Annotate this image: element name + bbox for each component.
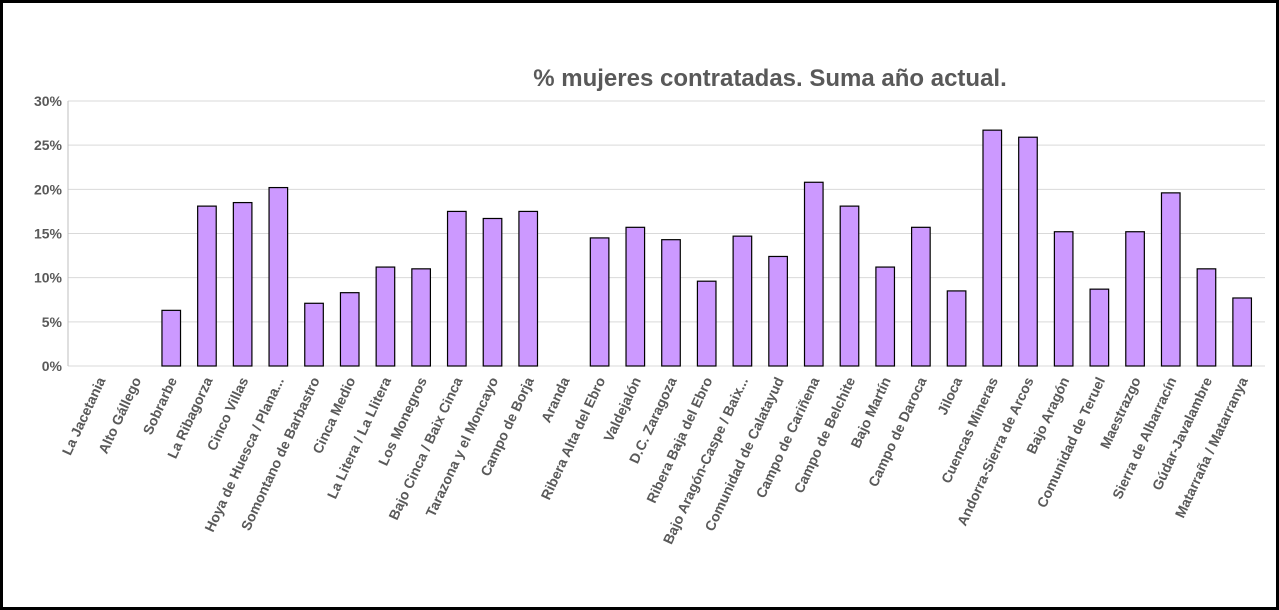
bar xyxy=(411,268,432,367)
bar xyxy=(304,302,324,367)
bar xyxy=(1125,231,1145,367)
bar xyxy=(1089,288,1110,367)
bar xyxy=(768,255,788,367)
bar xyxy=(910,226,931,367)
bar xyxy=(946,290,967,367)
y-tick-label: 5% xyxy=(42,314,63,330)
bar xyxy=(197,205,217,367)
y-tick-label: 30% xyxy=(34,93,63,109)
bar xyxy=(518,210,539,367)
bar xyxy=(1232,297,1253,367)
y-tick-label: 20% xyxy=(34,181,63,197)
y-tick-label: 0% xyxy=(42,358,63,374)
bar xyxy=(696,280,717,367)
bar xyxy=(1160,192,1181,367)
bar xyxy=(803,181,824,367)
bar xyxy=(446,210,467,367)
bar xyxy=(375,266,396,367)
bar xyxy=(732,235,753,367)
bar xyxy=(1196,268,1217,367)
bar xyxy=(661,239,681,367)
y-tick-label: 10% xyxy=(34,270,63,286)
bar xyxy=(339,292,360,367)
bar xyxy=(875,266,896,367)
chart-title: % mujeres contratadas. Suma año actual. xyxy=(533,65,1007,92)
bar xyxy=(839,205,860,367)
bar xyxy=(268,186,289,367)
y-tick-label: 25% xyxy=(34,137,63,153)
bar xyxy=(1018,136,1038,367)
bar xyxy=(982,129,1003,367)
bar xyxy=(161,309,182,367)
bar xyxy=(625,226,646,367)
y-tick-label: 15% xyxy=(34,226,63,242)
bar xyxy=(482,217,503,367)
bar xyxy=(589,237,610,367)
bar xyxy=(232,201,253,367)
bar xyxy=(1053,231,1074,367)
